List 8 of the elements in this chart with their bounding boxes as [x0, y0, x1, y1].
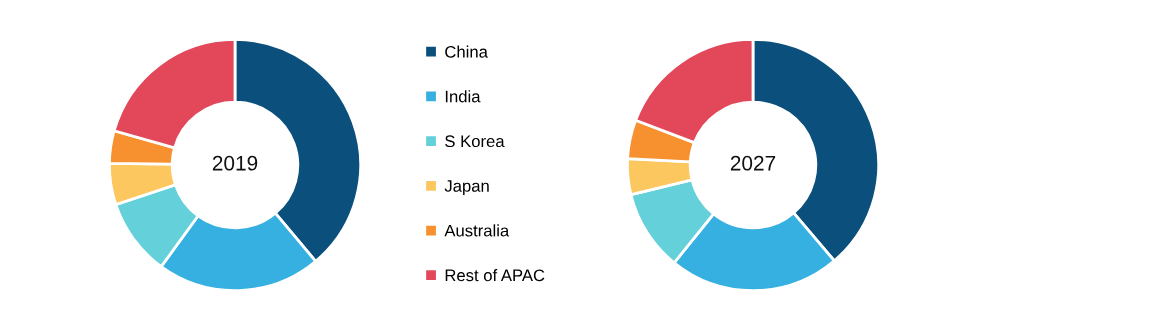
legend-label: Rest of APAC — [445, 269, 545, 282]
text: 2019 — [212, 155, 258, 171]
legend-label: S Korea — [445, 135, 505, 148]
text: 2027 — [730, 155, 776, 171]
legend-label: Japan — [444, 180, 489, 196]
legend-label: Australia — [444, 224, 510, 237]
legend-label: India — [445, 90, 481, 103]
legend-label: China — [445, 45, 488, 58]
